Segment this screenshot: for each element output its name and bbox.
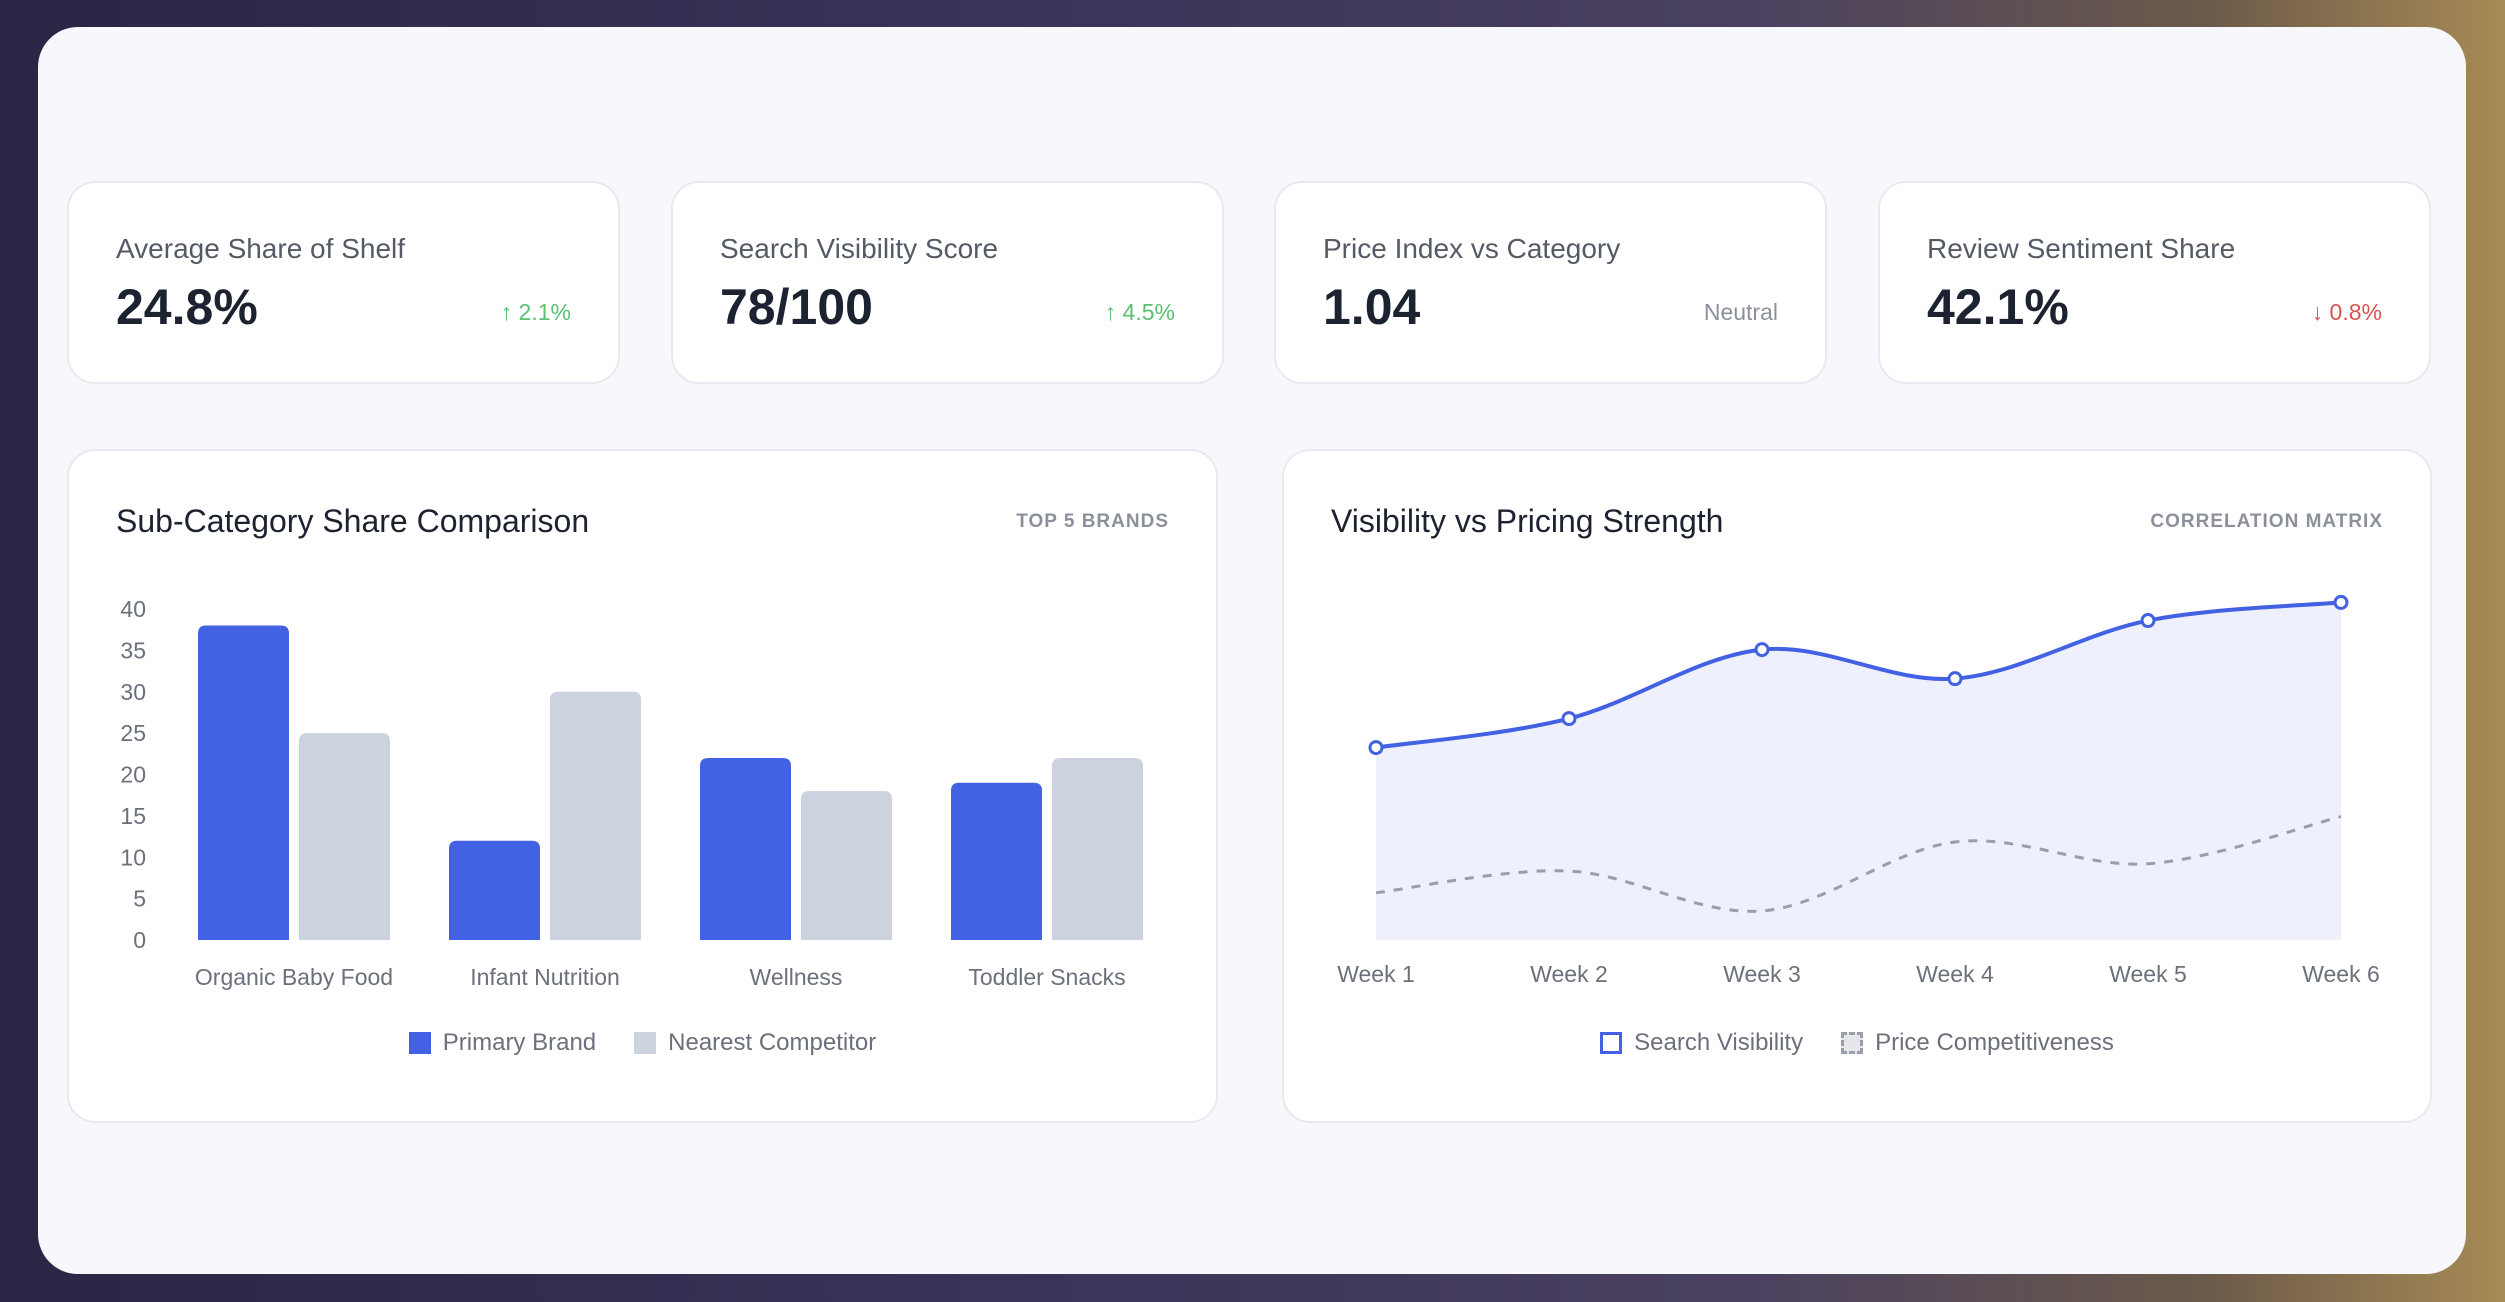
legend-item-search-visibility[interactable]: Search Visibility (1600, 1029, 1803, 1057)
search-visibility-point (1947, 671, 1963, 687)
legend-item-price-competitiveness[interactable]: Price Competitiveness (1841, 1029, 2114, 1057)
x-tick-label: Week 6 (2302, 961, 2380, 987)
kpi-value: 42.1% (1927, 279, 2069, 335)
x-tick-label: Wellness (750, 964, 843, 990)
bar-primary (951, 782, 1042, 940)
kpi-value: 24.8% (116, 279, 258, 335)
bar-competitor (299, 733, 390, 940)
kpi-label: Review Sentiment Share (1927, 233, 2236, 264)
chart-tag: CORRELATION MATRIX (2150, 511, 2383, 532)
bar-primary (449, 840, 540, 940)
y-tick-label: 20 (120, 762, 146, 788)
legend-label: Price Competitiveness (1875, 1029, 2114, 1056)
search-visibility-area (1376, 602, 2341, 940)
search-visibility-point (2333, 594, 2349, 610)
kpi-value: 78/100 (720, 279, 873, 335)
x-tick-label: Week 4 (1916, 961, 1994, 987)
legend-label: Primary Brand (442, 1029, 597, 1056)
y-tick-label: 25 (120, 720, 146, 746)
kpi-delta: ↓ 0.8% (2311, 299, 2382, 325)
x-tick-label: Week 5 (2109, 961, 2187, 987)
x-tick-label: Organic Baby Food (195, 964, 393, 990)
y-tick-label: 40 (120, 596, 146, 622)
kpi-card-share-of-shelf: Average Share of Shelf 24.8% ↑ 2.1% (67, 181, 620, 384)
kpi-delta: ↑ 4.5% (1104, 299, 1175, 325)
legend-item-competitor[interactable]: Nearest Competitor (634, 1029, 876, 1057)
line-chart: Week 1 Week 2 Week 3 Week 4 Week 5 Week 6 (1337, 594, 2380, 987)
search-visibility-point (2140, 613, 2156, 629)
bar-competitor (801, 791, 892, 940)
y-tick-label: 0 (133, 927, 146, 953)
kpi-delta: Neutral (1703, 299, 1778, 325)
search-visibility-point (1561, 711, 1577, 727)
y-tick-label: 10 (120, 844, 146, 870)
search-visibility-point (1368, 740, 1384, 756)
kpi-card-review-sentiment: Review Sentiment Share 42.1% ↓ 0.8% (1878, 181, 2431, 384)
kpi-label: Average Share of Shelf (116, 233, 406, 264)
bar-primary (198, 625, 289, 940)
legend-label: Nearest Competitor (668, 1029, 877, 1056)
x-tick-label: Week 2 (1530, 961, 1608, 987)
legend-item-primary[interactable]: Primary Brand (408, 1029, 597, 1057)
legend-label: Search Visibility (1634, 1029, 1804, 1056)
legend-swatch-icon (408, 1032, 431, 1054)
chart-title: Sub-Category Share Comparison (116, 503, 590, 539)
legend-swatch-icon (634, 1032, 657, 1054)
kpi-card-price-index: Price Index vs Category 1.04 Neutral (1274, 181, 1827, 384)
line-chart-card: Visibility vs Pricing Strength CORRELATI… (1282, 449, 2432, 1123)
bar-chart-card: Sub-Category Share Comparison TOP 5 BRAN… (67, 449, 1218, 1123)
chart-legend: Primary Brand Nearest Competitor (69, 1029, 1216, 1057)
kpi-card-search-visibility: Search Visibility Score 78/100 ↑ 4.5% (671, 181, 1224, 384)
x-tick-label: Infant Nutrition (470, 964, 620, 990)
y-tick-label: 5 (133, 886, 146, 912)
kpi-label: Search Visibility Score (720, 233, 999, 264)
chart-title: Visibility vs Pricing Strength (1331, 503, 1724, 539)
x-tick-label: Week 1 (1337, 961, 1415, 987)
search-visibility-line (1375, 600, 2342, 750)
y-tick-label: 15 (120, 803, 146, 829)
bar-chart: 0 5 10 15 20 25 30 35 40 Organic Baby Food Infant … (120, 596, 1143, 990)
x-tick-label: Week 3 (1723, 961, 1801, 987)
y-tick-label: 35 (120, 637, 146, 663)
bar-primary (700, 757, 791, 940)
kpi-value: 1.04 (1323, 279, 1421, 335)
bar-competitor (1052, 757, 1143, 940)
chart-tag: TOP 5 BRANDS (1016, 511, 1169, 532)
chart-legend: Search Visibility Price Competitiveness (1284, 1029, 2430, 1057)
bar-competitor (550, 691, 641, 940)
x-tick-label: Toddler Snacks (968, 964, 1125, 990)
search-visibility-point (1754, 642, 1770, 658)
kpi-label: Price Index vs Category (1323, 233, 1621, 264)
legend-swatch-icon (1600, 1032, 1623, 1054)
kpi-delta: ↑ 2.1% (500, 299, 571, 325)
y-tick-label: 30 (120, 679, 146, 705)
legend-swatch-icon (1841, 1032, 1864, 1054)
